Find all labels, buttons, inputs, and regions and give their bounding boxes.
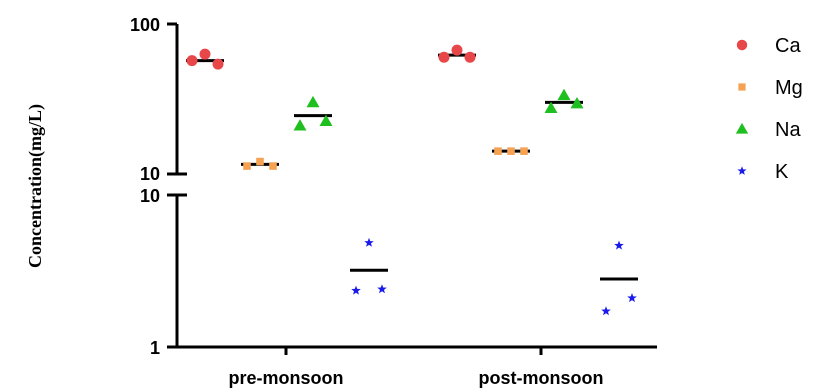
point-ca-pre-monsoon-1 (186, 55, 198, 67)
y-axis-title: Concentration(mg/L) (25, 104, 46, 268)
y-axis (167, 22, 187, 349)
point-mg-post-monsoon-3 (520, 147, 528, 155)
x-tick-label-pre-monsoon: pre-monsoon (229, 368, 344, 388)
point-k-pre-monsoon-2 (364, 237, 374, 247)
point-k-post-monsoon-3 (627, 293, 637, 303)
legend-label-na: Na (775, 119, 801, 141)
point-mg-pre-monsoon-3 (269, 162, 277, 170)
legend-marker-mg (738, 83, 746, 91)
point-k-post-monsoon-2 (614, 240, 624, 250)
y-tick-label-10-lower: 10 (140, 186, 160, 206)
point-mg-post-monsoon-1 (494, 147, 502, 155)
point-mg-pre-monsoon-2 (256, 157, 264, 166)
point-na-post-monsoon-2 (557, 88, 571, 101)
legend-label-ca: Ca (775, 35, 801, 57)
point-mg-pre-monsoon-1 (243, 162, 251, 170)
y-tick-label-100: 100 (130, 15, 160, 35)
point-k-pre-monsoon-1 (351, 285, 361, 295)
legend-label-k: K (775, 161, 789, 183)
point-k-post-monsoon-1 (601, 306, 611, 316)
point-k-pre-monsoon-3 (377, 284, 387, 294)
legend: Ca Mg Na K (735, 35, 803, 183)
point-ca-post-monsoon-1 (438, 51, 450, 63)
point-na-post-monsoon-3 (570, 97, 584, 109)
y-tick-label-1: 1 (150, 338, 160, 358)
point-na-pre-monsoon-3 (319, 114, 333, 127)
point-mg-post-monsoon-2 (507, 147, 515, 155)
point-ca-post-monsoon-3 (464, 51, 476, 63)
point-ca-pre-monsoon-3 (212, 58, 224, 70)
point-ca-post-monsoon-2 (451, 44, 463, 56)
legend-marker-k (737, 166, 747, 175)
x-tick-label-post-monsoon: post-monsoon (479, 368, 604, 388)
point-na-post-monsoon-1 (544, 101, 558, 113)
y-tick-label-10-upper: 10 (140, 164, 160, 184)
legend-label-mg: Mg (775, 77, 803, 99)
legend-marker-na (735, 122, 749, 134)
point-ca-pre-monsoon-2 (199, 48, 211, 60)
legend-marker-ca (736, 39, 748, 51)
point-na-pre-monsoon-1 (293, 119, 307, 131)
x-axis (176, 345, 657, 355)
point-na-pre-monsoon-2 (306, 95, 320, 108)
data-marks (186, 44, 638, 316)
